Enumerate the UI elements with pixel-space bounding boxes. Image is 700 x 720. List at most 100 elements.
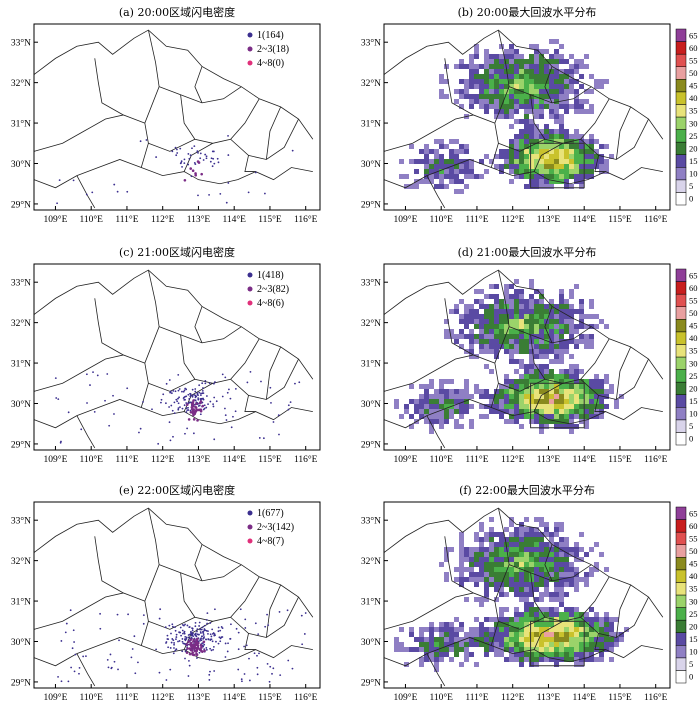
lightning-point-dense	[190, 646, 194, 649]
lightning-point	[159, 608, 162, 611]
lightning-point-dense	[192, 640, 195, 643]
lightning-point	[86, 402, 88, 404]
lightning-point	[268, 680, 271, 683]
lightning-point	[207, 638, 210, 641]
lightning-point	[197, 151, 199, 154]
lightning-point	[177, 402, 180, 405]
colorbar-swatch	[675, 557, 687, 571]
map-frame	[33, 263, 321, 451]
lightning-point	[126, 190, 129, 193]
border-line	[444, 536, 474, 594]
lightning-point	[194, 399, 197, 402]
lightning-point	[243, 645, 246, 648]
lightning-point	[196, 657, 198, 659]
lightning-point-dense	[202, 640, 206, 644]
lightning-point	[197, 402, 199, 405]
lightning-point	[221, 373, 224, 376]
colorbar-swatch	[675, 66, 687, 80]
lon-tick-label: 113°E	[187, 454, 211, 465]
border-line	[183, 142, 213, 172]
lightning-point	[54, 377, 57, 380]
lightning-point	[205, 406, 208, 409]
lightning-point	[187, 636, 190, 639]
lightning-point	[181, 638, 184, 640]
lightning-point-dense	[203, 649, 206, 653]
lightning-point	[212, 405, 215, 408]
lightning-point	[248, 657, 250, 660]
colorbar-label: 65	[689, 30, 698, 40]
lightning-point	[99, 612, 101, 615]
lightning-point	[73, 641, 75, 643]
border-line	[33, 29, 314, 140]
analysis-box	[530, 620, 585, 667]
lightning-point	[173, 412, 176, 415]
lightning-point	[225, 201, 228, 204]
colorbar-swatch	[675, 369, 687, 383]
lightning-point	[171, 638, 174, 640]
colorbar-swatch	[675, 356, 687, 370]
lightning-point	[202, 387, 204, 389]
lightning-point	[74, 653, 77, 656]
lightning-point	[202, 632, 205, 635]
lightning-point	[85, 655, 87, 658]
panel-f: (f) 22:00最大回波水平分布 0 5 10 15 20 25 30 35 40 45 50 55…	[350, 478, 700, 716]
border-line	[426, 415, 446, 449]
lightning-point	[189, 154, 192, 157]
lon-tick-label: 115°E	[258, 692, 282, 703]
colorbar-swatch	[675, 306, 687, 320]
border-line	[383, 399, 663, 429]
lightning-point	[221, 395, 224, 398]
lightning-point	[219, 637, 222, 640]
lightning-point	[221, 627, 224, 630]
colorbar-label: 30	[689, 358, 698, 368]
lightning-point	[213, 396, 216, 399]
lightning-point	[142, 401, 144, 403]
legend-label: 1(418)	[257, 270, 284, 281]
lightning-point	[294, 382, 296, 385]
colorbar-label: 40	[689, 571, 698, 581]
lat-tick-label: 31°N	[361, 359, 381, 370]
map-frame	[383, 501, 671, 689]
colorbar-label: 65	[689, 270, 698, 280]
lightning-point-dense	[192, 418, 196, 421]
lightning-point	[199, 413, 202, 416]
lightning-point-dense	[199, 644, 203, 647]
lon-tick-label: 110°E	[429, 454, 453, 465]
border-line	[158, 326, 242, 344]
lightning-point	[187, 153, 190, 155]
lightning-point	[178, 388, 181, 390]
border-line	[180, 334, 260, 384]
lightning-point	[99, 627, 102, 630]
lightning-point	[180, 160, 183, 163]
colorbar-swatch	[675, 104, 687, 118]
lightning-point	[106, 658, 109, 661]
lightning-point-dense	[186, 647, 189, 650]
lat-tick-label: 29°N	[11, 677, 31, 688]
lightning-point	[215, 400, 218, 403]
lightning-point	[286, 609, 289, 612]
lightning-point-dense	[192, 653, 196, 657]
lightning-point	[254, 622, 257, 625]
lightning-point	[272, 421, 275, 423]
colorbar-label: 35	[689, 106, 698, 116]
lightning-point	[264, 625, 267, 628]
legend-label: 4~8(6)	[257, 298, 284, 309]
lightning-point	[234, 387, 237, 390]
border-line	[426, 653, 446, 687]
lightning-point	[85, 373, 88, 376]
lightning-point	[139, 140, 142, 143]
lightning-point-dense	[200, 646, 203, 649]
lightning-point	[203, 624, 206, 627]
map-lightning-22: 109°E 110°E 111°E 112°E 113°E 114°E 115°E 116°E…	[11, 501, 321, 703]
lightning-point	[211, 640, 214, 643]
lon-tick-label: 115°E	[608, 454, 632, 465]
map-frame	[383, 23, 671, 211]
legend-marker	[247, 60, 253, 66]
lightning-point	[237, 668, 240, 671]
lightning-point	[212, 645, 215, 648]
lightning-point	[256, 673, 259, 676]
lightning-point	[271, 672, 273, 675]
colorbar-swatch	[675, 344, 687, 358]
colorbar-swatch	[675, 319, 687, 333]
lightning-point	[184, 623, 186, 626]
